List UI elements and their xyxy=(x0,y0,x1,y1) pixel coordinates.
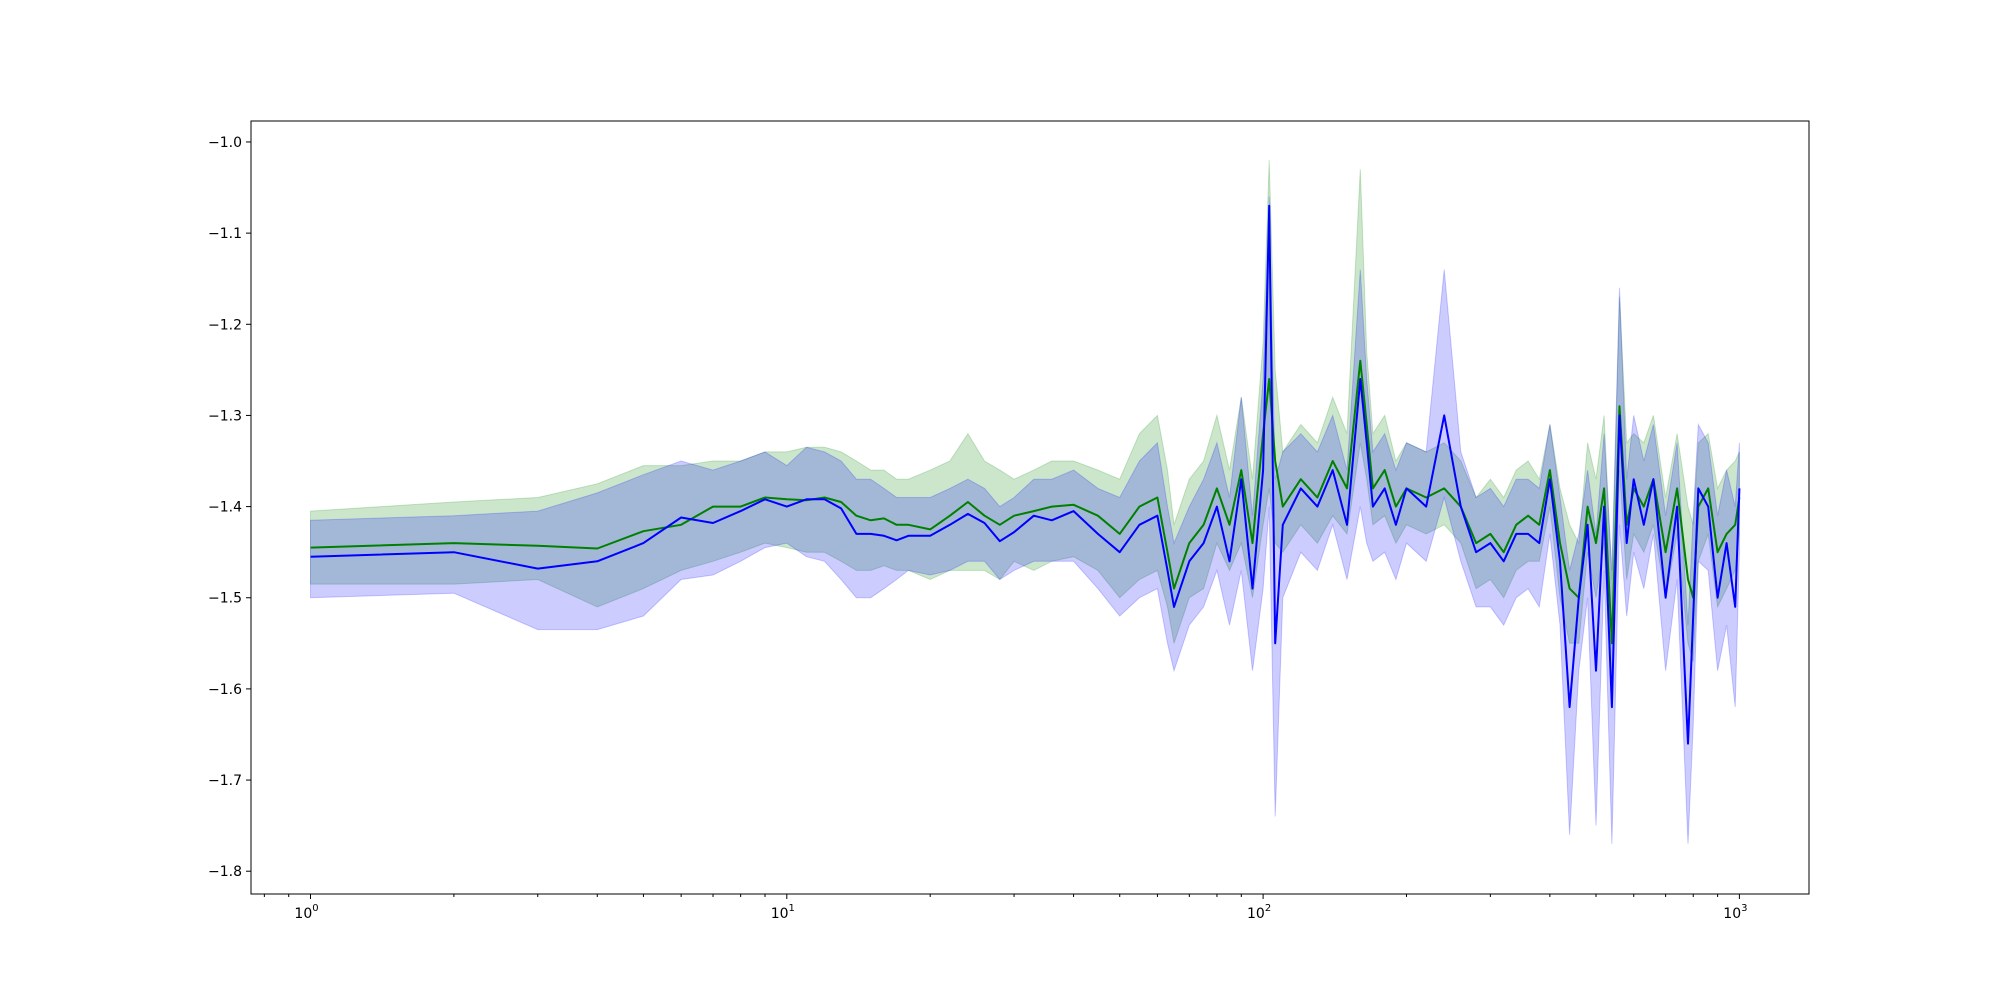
x-tick-label: 103 xyxy=(1723,903,1747,922)
y-axis: −1.0 −1.1 −1.2 −1.3 −1.4 −1.5 −1.6 −1.7 −1.8 xyxy=(208,135,251,880)
x-tick-label: 101 xyxy=(771,903,795,922)
x-tick-label: 100 xyxy=(294,903,318,922)
series-lines xyxy=(310,204,1741,745)
confidence-bands xyxy=(310,160,1740,844)
y-tick-label: −1.4 xyxy=(208,500,242,516)
series-1-band xyxy=(310,196,1740,844)
series-0-line xyxy=(310,359,1741,645)
x-tick-exponent: 2 xyxy=(1265,903,1271,914)
x-tick-exponent: 0 xyxy=(312,903,318,914)
x-tick-base: 10 xyxy=(771,906,789,922)
x-tick-base: 10 xyxy=(294,906,312,922)
series-1-line xyxy=(310,204,1741,745)
x-tick-exponent: 1 xyxy=(789,903,795,914)
y-tick-label: −1.1 xyxy=(208,226,242,242)
y-tick-label: −1.2 xyxy=(208,317,242,333)
y-tick-label: −1.6 xyxy=(208,682,242,698)
x-tick-base: 10 xyxy=(1723,906,1741,922)
x-tick-base: 10 xyxy=(1247,906,1265,922)
y-tick-label: −1.0 xyxy=(208,135,242,151)
y-tick-label: −1.7 xyxy=(208,773,242,789)
x-axis: 100 101 102 103 xyxy=(263,894,1748,922)
y-tick-label: −1.5 xyxy=(208,591,242,607)
plot-area-frame xyxy=(250,120,1810,895)
x-tick-label: 102 xyxy=(1247,903,1271,922)
x-tick-exponent: 3 xyxy=(1741,903,1747,914)
series-0-band xyxy=(310,160,1740,708)
y-tick-label: −1.3 xyxy=(208,408,242,424)
y-tick-label: −1.8 xyxy=(208,864,242,880)
